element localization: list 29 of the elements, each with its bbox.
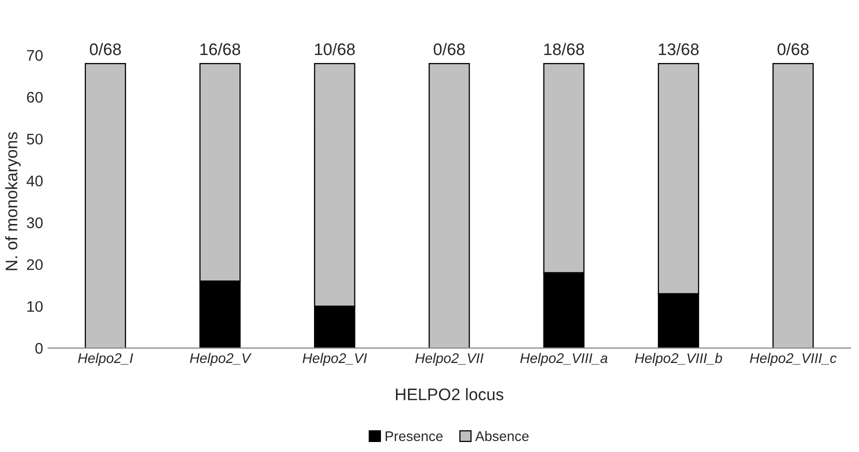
bar xyxy=(84,62,126,348)
y-tick-label: 0 xyxy=(35,342,43,354)
total-label: 0/68 xyxy=(434,42,465,56)
x-tick-label: Helpo2_VI xyxy=(302,352,367,366)
y-tick-label: 30 xyxy=(26,217,43,228)
x-tick-label: Helpo2_V xyxy=(190,352,252,366)
y-tick-label: 20 xyxy=(27,259,43,270)
total-label: 18/68 xyxy=(544,42,584,56)
x-axis-title: HELPO2 locus xyxy=(396,388,504,400)
bar xyxy=(772,62,814,348)
total-label: 0/68 xyxy=(90,42,121,56)
y-tick-label: 70 xyxy=(27,50,43,61)
bar xyxy=(428,62,470,348)
x-tick-label: Helpo2_VIII_c xyxy=(750,352,837,366)
x-tick-label: Helpo2_VIII_a xyxy=(520,352,608,366)
x-tick-label: Helpo2_I xyxy=(78,352,134,366)
total-label: 13/68 xyxy=(658,42,699,56)
x-tick-label: Helpo2_VIII_b xyxy=(634,352,722,366)
y-tick-label: 60 xyxy=(27,92,43,103)
legend-label: Presence xyxy=(386,431,443,442)
y-tick-label: 10 xyxy=(27,301,43,312)
total-label: 10/68 xyxy=(315,42,355,56)
total-label: 0/68 xyxy=(778,42,809,56)
y-tick-label: 40 xyxy=(26,176,43,186)
y-tick-label: 50 xyxy=(26,134,43,145)
legend-label: Absence xyxy=(475,430,529,442)
x-tick-label: Helpo2_VII xyxy=(415,352,484,366)
total-label: 16/68 xyxy=(200,42,240,56)
y-axis-title: N. of monokaryons xyxy=(5,132,21,270)
